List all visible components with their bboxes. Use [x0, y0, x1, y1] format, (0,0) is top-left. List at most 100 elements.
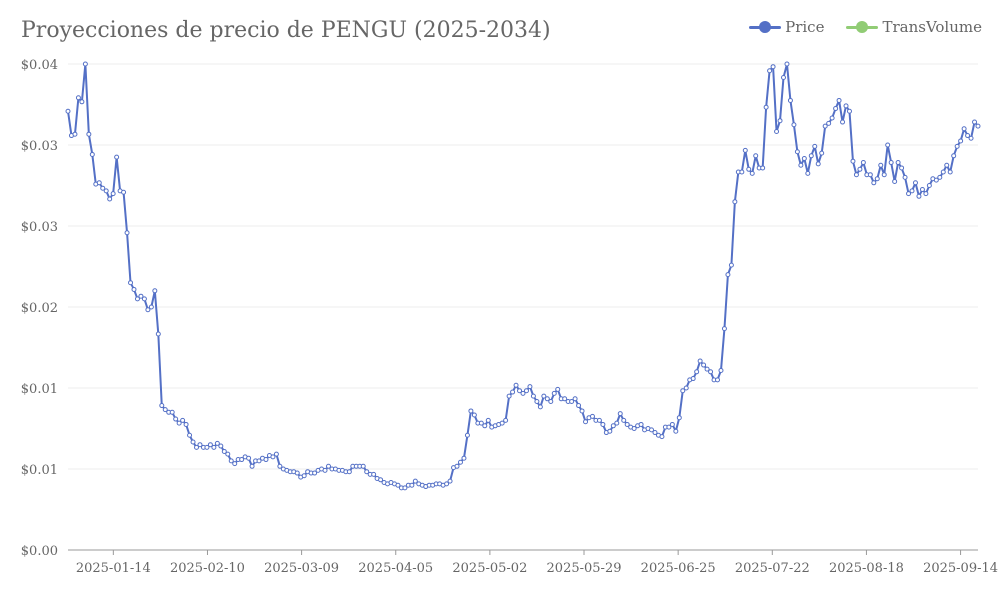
data-point-price — [833, 106, 839, 112]
data-point-price — [138, 293, 144, 299]
data-point-price — [371, 471, 377, 477]
data-point-price — [183, 421, 189, 427]
y-tick-label: $0.03 — [21, 220, 58, 235]
data-point-price — [888, 160, 894, 166]
data-point-price — [534, 399, 540, 404]
x-tick-label: 2025-06-25 — [641, 561, 716, 576]
data-point-price — [378, 477, 384, 483]
data-point-price — [520, 390, 526, 396]
data-point-price — [822, 123, 828, 129]
data-point-price — [621, 417, 627, 423]
data-point-price — [173, 416, 179, 422]
data-point-price — [517, 388, 523, 394]
data-point-price — [659, 434, 665, 440]
data-point-price — [666, 424, 672, 430]
data-point-price — [819, 150, 825, 156]
data-point-price — [919, 187, 925, 193]
x-tick-label: 2025-08-18 — [829, 561, 904, 576]
data-point-price — [961, 126, 967, 132]
legend-label-transvolume: TransVolume — [882, 18, 982, 36]
data-point-price — [482, 423, 488, 429]
data-point-price — [878, 162, 884, 168]
data-point-price — [801, 156, 807, 161]
data-point-price — [871, 180, 877, 186]
y-tick-label: $0.01 — [21, 463, 58, 478]
data-point-price — [124, 230, 130, 236]
data-point-price — [690, 376, 696, 382]
data-point-price — [294, 470, 300, 476]
data-point-price — [412, 478, 418, 484]
data-point-price — [958, 138, 964, 144]
data-point-price — [940, 169, 946, 175]
data-point-price — [204, 444, 210, 450]
data-point-price — [798, 162, 804, 168]
data-point-price — [812, 143, 818, 149]
data-point-price — [669, 421, 675, 427]
data-point-price — [676, 415, 682, 421]
legend-item-price[interactable]: Price — [749, 18, 824, 36]
x-tick-label: 2025-05-02 — [452, 561, 527, 576]
data-point-price — [75, 95, 81, 101]
data-point-price — [895, 160, 901, 166]
data-point-price — [728, 262, 734, 268]
data-point-price — [569, 399, 575, 404]
data-point-price — [680, 388, 686, 394]
legend: Price TransVolume — [749, 18, 982, 36]
data-point-price — [228, 458, 234, 464]
data-point-price — [975, 123, 981, 129]
data-point-price — [121, 189, 127, 195]
data-point-price — [506, 393, 512, 399]
data-point-price — [708, 369, 714, 375]
data-point-price — [444, 481, 450, 487]
data-point-price — [767, 68, 773, 74]
data-point-price — [551, 390, 557, 396]
data-point-price — [885, 142, 891, 148]
data-point-price — [933, 177, 939, 183]
data-point-price — [749, 170, 755, 176]
data-point-price — [610, 423, 616, 429]
x-tick-label: 2025-09-14 — [923, 561, 998, 576]
data-point-price — [86, 131, 92, 137]
data-point-price — [364, 469, 370, 475]
data-point-price — [145, 307, 151, 313]
data-point-price — [947, 169, 953, 175]
data-point-price — [815, 161, 821, 167]
data-point-price — [218, 443, 224, 449]
data-point-price — [457, 459, 463, 465]
data-point-price — [874, 176, 880, 182]
data-point-price — [503, 417, 509, 423]
data-point-price — [808, 153, 814, 159]
data-point-price — [72, 131, 78, 137]
data-point-price — [256, 458, 262, 464]
data-point-price — [454, 463, 460, 469]
data-point-price — [530, 393, 536, 399]
data-point-price — [576, 403, 582, 409]
data-point-price — [600, 421, 606, 427]
y-tick-label: $0.03 — [21, 139, 58, 154]
data-point-price — [829, 115, 835, 121]
data-point-price — [805, 170, 811, 176]
data-point-price — [774, 129, 780, 134]
data-point-price — [187, 432, 193, 438]
x-tick-label: 2025-04-05 — [358, 561, 433, 576]
data-point-price — [155, 331, 161, 337]
data-point-price — [926, 183, 932, 188]
data-point-price — [214, 440, 220, 446]
data-point-price — [857, 166, 863, 172]
y-tick-label: $0.02 — [21, 301, 58, 316]
data-point-price — [562, 396, 568, 402]
data-point-price — [836, 97, 842, 103]
data-point-price — [162, 407, 168, 413]
data-point-price — [270, 454, 276, 460]
y-tick-label: $0.00 — [21, 544, 58, 559]
data-point-price — [312, 470, 318, 476]
data-point-price — [100, 185, 106, 191]
data-point-price — [968, 135, 974, 141]
data-point-price — [770, 64, 776, 70]
data-point-price — [360, 463, 366, 469]
data-point-price — [207, 442, 213, 448]
data-point-price — [791, 122, 797, 128]
data-point-price — [464, 432, 470, 438]
legend-item-transvolume[interactable]: TransVolume — [846, 18, 982, 36]
